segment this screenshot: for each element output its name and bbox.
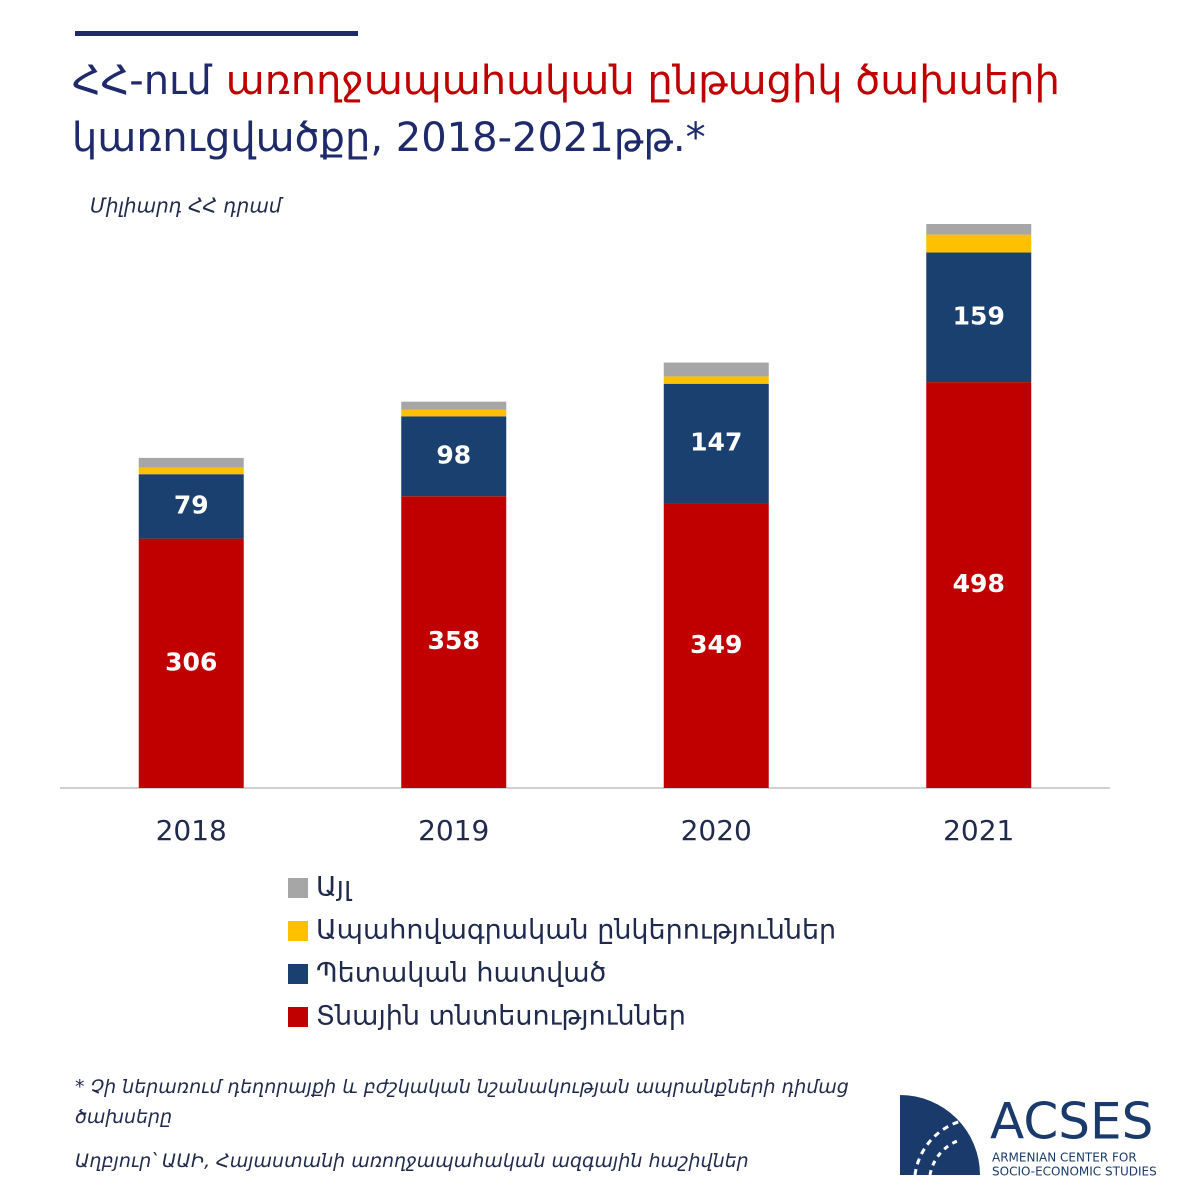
legend-label: Պետական հատված — [316, 958, 606, 989]
x-tick-label: 2021 — [943, 814, 1014, 847]
bar-segment — [138, 538, 244, 788]
bar-segment — [663, 503, 769, 788]
x-tick-label: 2019 — [418, 814, 489, 847]
value-label: 306 — [165, 647, 217, 676]
legend-swatch — [288, 921, 308, 941]
legend-swatch — [288, 878, 308, 898]
legend-label: Ապահովագրական ընկերություններ — [316, 915, 836, 946]
legend-label: Տնային տնտեսություններ — [316, 1001, 686, 1032]
bar-segment — [401, 401, 507, 410]
title-part: ՀՀ-ում — [72, 58, 212, 104]
bar-segment — [138, 474, 244, 539]
title-part: առողջապահական ընթացիկ ծախսերի — [226, 58, 1060, 104]
bar-segment — [663, 376, 769, 384]
bar-segment — [138, 457, 244, 468]
value-label: 358 — [428, 626, 480, 655]
value-label: 349 — [690, 630, 742, 659]
bar-segment — [401, 416, 507, 497]
value-label: 98 — [436, 440, 471, 469]
x-tick-label: 2018 — [156, 814, 227, 847]
title-rule — [75, 31, 358, 36]
value-label: 498 — [953, 569, 1005, 598]
x-tick-label: 2020 — [681, 814, 752, 847]
legend-swatch — [288, 964, 308, 984]
bar-segment — [926, 382, 1032, 788]
bar-segment — [138, 467, 244, 475]
value-label: 79 — [174, 490, 209, 519]
logo: ACSES ARMENIAN CENTER FOR SOCIO-ECONOMIC… — [900, 1093, 1157, 1179]
bar-segment — [401, 496, 507, 788]
value-label: 147 — [690, 428, 742, 457]
source: Աղբյուր՝ ԱԱԻ, Հայաստանի առողջապահական ազ… — [75, 1150, 749, 1172]
value-label: 159 — [953, 301, 1005, 330]
chart-title: ՀՀ-ում առողջապահական ընթացիկ ծախսերի — [72, 58, 1060, 104]
legend-swatch — [288, 1007, 308, 1027]
logo-name: ACSES — [990, 1093, 1153, 1151]
bar-segment — [401, 409, 507, 417]
bar-segment — [663, 362, 769, 377]
chart-title: կառուցվածքը, 2018-2021թթ.* — [72, 115, 706, 161]
legend-label: Այլ — [316, 872, 353, 903]
logo-text: ARMENIAN CENTER FOR — [992, 1151, 1137, 1165]
logo-text: SOCIO-ECONOMIC STUDIES — [992, 1165, 1157, 1179]
unit-label: Միլիարդ ՀՀ դրամ — [90, 194, 284, 218]
bar-segment — [926, 224, 1032, 235]
footnote: * Չի ներառում դեղորայքի և բժշկական նշանա… — [75, 1076, 849, 1128]
bar-segment — [926, 234, 1032, 253]
bar-segment — [663, 383, 769, 504]
bar-segment — [926, 252, 1032, 383]
